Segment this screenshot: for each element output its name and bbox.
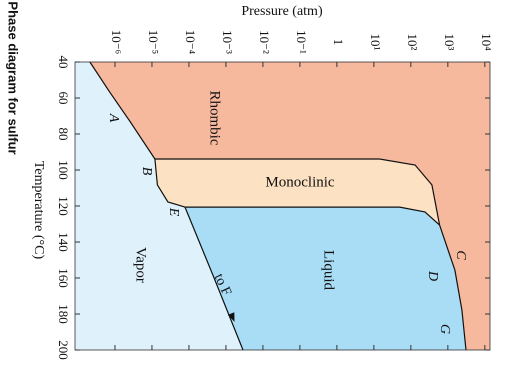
y-tick-label: 60 bbox=[56, 92, 71, 105]
vapor-region bbox=[75, 62, 243, 350]
phase-boundary bbox=[89, 61, 156, 160]
x-tick-label: 10¹ bbox=[368, 34, 383, 51]
phase-boundary bbox=[184, 206, 244, 351]
point-label: C bbox=[453, 250, 468, 260]
phase-boundary bbox=[185, 206, 441, 226]
y-tick-label: 180 bbox=[56, 304, 71, 324]
point-label: D bbox=[425, 270, 440, 281]
regions bbox=[75, 62, 490, 350]
y-tick-label: 200 bbox=[56, 340, 71, 360]
phase-boundary bbox=[439, 224, 467, 351]
y-tick-label: 40 bbox=[56, 56, 71, 69]
y-tick-label: 160 bbox=[56, 268, 71, 288]
region-label: Rhombic bbox=[207, 91, 223, 146]
y-axis-label: Temperature (°C) bbox=[31, 161, 46, 260]
y-tick-label: 140 bbox=[56, 232, 71, 252]
x-tick-label: 10⁻³ bbox=[220, 30, 235, 54]
x-tick-label: 10⁻¹ bbox=[294, 30, 309, 54]
y-tick-label: 120 bbox=[56, 196, 71, 216]
monoclinic-region bbox=[154, 159, 440, 226]
y-tick-label: 80 bbox=[56, 128, 71, 141]
y-tick-label: 100 bbox=[56, 160, 71, 180]
point-label: E bbox=[166, 207, 181, 217]
liquid-region bbox=[185, 207, 466, 350]
x-tick-label: 10⁻⁵ bbox=[146, 30, 161, 54]
region-label: Vapor bbox=[133, 247, 149, 283]
x-tick-label: 10⁻² bbox=[257, 30, 272, 54]
point-label: B bbox=[139, 167, 154, 176]
point-label: G bbox=[437, 324, 452, 334]
x-axis-label: Pressure (atm) bbox=[241, 4, 323, 19]
marks bbox=[74, 61, 491, 351]
x-tick-label: 10³ bbox=[442, 34, 457, 51]
x-tick-label: 10² bbox=[405, 34, 420, 51]
x-tick-label: 10⁻⁶ bbox=[109, 30, 124, 54]
region-label: Monoclinic bbox=[265, 174, 334, 190]
x-tick-label: 1 bbox=[331, 39, 346, 46]
chart-title: Phase diagram for sulfur bbox=[6, 1, 21, 154]
phase-boundary bbox=[154, 158, 186, 208]
region-label: Liquid bbox=[321, 250, 337, 290]
arrow-head bbox=[227, 312, 235, 322]
x-tick-label: 10⁻⁴ bbox=[183, 30, 198, 55]
point-label: A bbox=[106, 113, 121, 123]
phase-boundary bbox=[154, 158, 441, 226]
x-tick-label: 10⁴ bbox=[479, 33, 494, 51]
